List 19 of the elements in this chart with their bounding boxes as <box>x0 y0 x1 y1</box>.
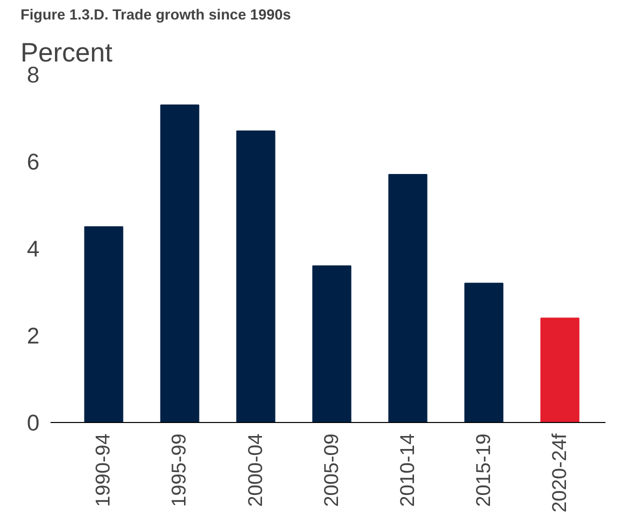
chart-title: Figure 1.3.D. Trade growth since 1990s <box>20 8 291 24</box>
bar <box>464 282 504 422</box>
bar <box>540 318 580 422</box>
bar <box>388 174 428 422</box>
y-tick-label: 2 <box>26 322 40 348</box>
x-tick-label: 2010-14 <box>396 433 419 507</box>
x-tick-label: 2000-04 <box>244 433 267 507</box>
bar <box>312 265 352 422</box>
x-tick-label: 2005-09 <box>320 433 343 507</box>
x-tick-label: 2020-24f <box>548 433 571 512</box>
x-tick-label: 1995-99 <box>168 433 191 507</box>
y-tick-label: 6 <box>26 148 40 174</box>
y-tick-label: 0 <box>26 410 40 436</box>
bar <box>160 104 200 422</box>
x-tick-label: 2015-19 <box>472 433 495 507</box>
y-tick-label: 4 <box>26 236 40 262</box>
bar <box>236 130 276 422</box>
bar <box>84 226 124 422</box>
x-tick-label: 1990-94 <box>92 433 115 507</box>
